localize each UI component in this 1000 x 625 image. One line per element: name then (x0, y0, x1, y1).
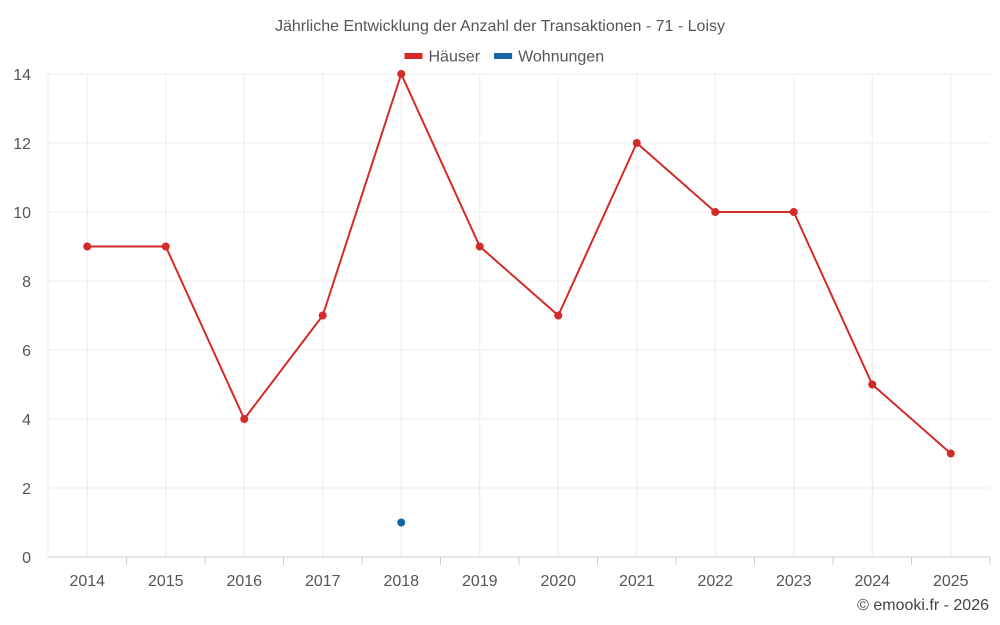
series-wohnungen (397, 518, 406, 527)
legend-item-h-user[interactable]: Häuser (404, 49, 481, 66)
series-h-user (83, 70, 955, 458)
chart-title: Jährliche Entwicklung der Anzahl der Tra… (275, 18, 725, 35)
data-point-h-user[interactable] (554, 311, 563, 320)
legend-swatch (404, 53, 423, 59)
x-axis: 2014 2015 2016 2017 2018 2019 2020 2021 2022 2023… (69, 573, 968, 590)
data-point-h-user[interactable] (946, 449, 955, 458)
series-layer (83, 70, 955, 527)
series-line-h-user (87, 73, 952, 455)
data-point-h-user[interactable] (83, 242, 92, 251)
legend[interactable]: Häuser Wohnungen (404, 49, 605, 66)
y-tick-label: 2 (22, 481, 31, 498)
y-tick-label: 6 (22, 343, 31, 360)
x-tick-label: 2018 (383, 573, 419, 590)
x-tick-label: 2023 (776, 573, 812, 590)
data-point-h-user[interactable] (397, 70, 406, 78)
credit-text: © emooki.fr - 2026 (857, 597, 989, 614)
x-tick-label: 2025 (933, 573, 969, 590)
legend-label: Häuser (429, 49, 481, 66)
x-tick-label: 2014 (69, 573, 105, 590)
x-tick-label: 2024 (854, 573, 890, 590)
data-point-h-user[interactable] (161, 242, 170, 251)
x-tick-label: 2019 (462, 573, 498, 590)
data-point-wohnungen[interactable] (397, 518, 406, 527)
data-point-h-user[interactable] (318, 311, 327, 320)
y-tick-label: 10 (13, 205, 31, 222)
grid (47, 73, 991, 565)
x-tick-label: 2016 (226, 573, 262, 590)
x-tick-label: 2015 (148, 573, 184, 590)
y-axis: 0 2 4 6 8 10 12 14 (13, 67, 31, 567)
legend-item-wohnungen[interactable]: Wohnungen (494, 49, 604, 66)
legend-swatch (494, 53, 513, 59)
data-point-h-user[interactable] (868, 380, 877, 389)
y-tick-label: 14 (13, 67, 31, 84)
y-tick-label: 0 (22, 550, 31, 567)
data-point-h-user[interactable] (632, 139, 641, 147)
y-tick-label: 8 (22, 274, 31, 291)
x-tick-label: 2021 (619, 573, 655, 590)
x-tick-label: 2022 (697, 573, 733, 590)
data-point-h-user[interactable] (475, 242, 484, 251)
x-tick-label: 2020 (540, 573, 576, 590)
y-tick-label: 4 (22, 412, 31, 429)
data-point-h-user[interactable] (711, 208, 720, 216)
data-point-h-user[interactable] (240, 415, 249, 423)
x-tick-label: 2017 (305, 573, 341, 590)
y-tick-label: 12 (13, 136, 31, 153)
data-point-h-user[interactable] (789, 208, 798, 216)
legend-label: Wohnungen (518, 49, 604, 66)
